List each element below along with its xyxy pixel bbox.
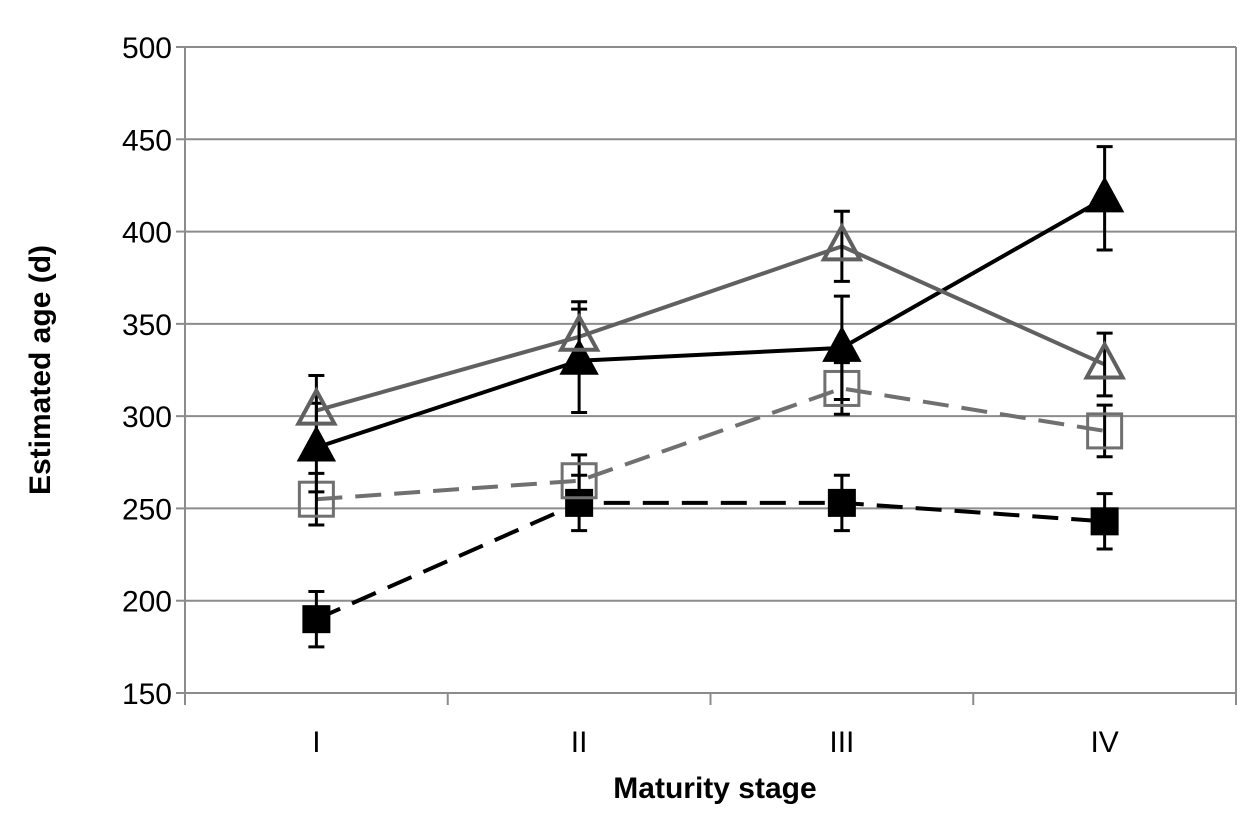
x-axis-title: Maturity stage [613,772,816,805]
series-group [295,145,1126,649]
y-tick-label: 200 [122,586,172,619]
y-tick-label: 300 [122,401,172,434]
axes [176,46,1237,705]
x-tick-label: III [829,726,854,759]
series-line [315,244,1106,413]
data-point [302,605,331,634]
data-point [1086,412,1124,450]
x-tick-labels: I II III IV [312,726,1119,759]
data-point [827,488,856,517]
y-axis-title: Estimated age (d) [24,245,57,495]
y-tick-label: 250 [122,493,172,526]
y-tick-label: 400 [122,217,172,250]
series-line [315,196,1106,450]
data-point [1084,176,1125,213]
data-point [820,222,864,262]
y-tick-label: 150 [122,678,172,711]
x-tick-label: IV [1090,726,1118,759]
data-point [295,386,338,426]
data-point [557,312,601,352]
data-point [560,462,598,500]
y-tick-label: 450 [122,124,172,157]
series-3 [297,361,1124,527]
series-4 [302,473,1119,649]
series-line [316,386,1105,502]
x-tick-label: I [312,726,320,759]
series-1 [296,145,1125,494]
y-tick-label: 500 [122,32,172,65]
series-2 [295,209,1126,448]
y-tick-labels: 150 200 250 300 350 400 450 500 [122,32,172,711]
data-point [822,325,862,362]
series-line [315,500,1105,622]
data-point [1090,507,1119,536]
data-point [1083,340,1126,380]
y-tick-label: 350 [122,309,172,342]
gridlines [185,46,1236,602]
x-tick-label: II [571,726,588,759]
